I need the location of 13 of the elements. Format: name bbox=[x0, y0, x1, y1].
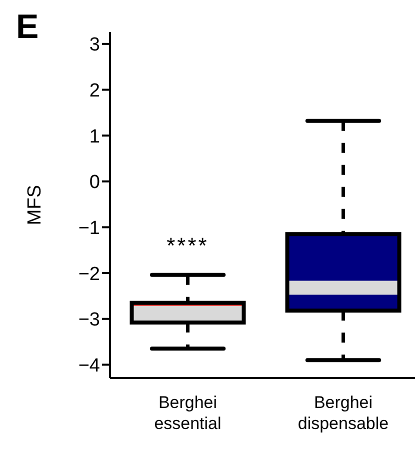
chart-title: E bbox=[16, 8, 39, 47]
y-tick-label: 1 bbox=[89, 126, 100, 148]
y-tick-label: 0 bbox=[89, 172, 100, 194]
y-tick-label: −1 bbox=[78, 218, 100, 239]
y-tick-label: −3 bbox=[78, 310, 100, 331]
x-tick-label: Berghei dispensable bbox=[298, 393, 389, 433]
x-tick-label: Berghei essential bbox=[154, 393, 222, 433]
y-tick-label: 3 bbox=[89, 34, 100, 56]
y-tick-label: 2 bbox=[89, 80, 100, 102]
annotation: **** bbox=[166, 232, 209, 258]
y-axis-title: MFS bbox=[24, 184, 46, 226]
y-tick-label: −2 bbox=[78, 264, 100, 285]
y-tick-label: −4 bbox=[78, 355, 100, 376]
